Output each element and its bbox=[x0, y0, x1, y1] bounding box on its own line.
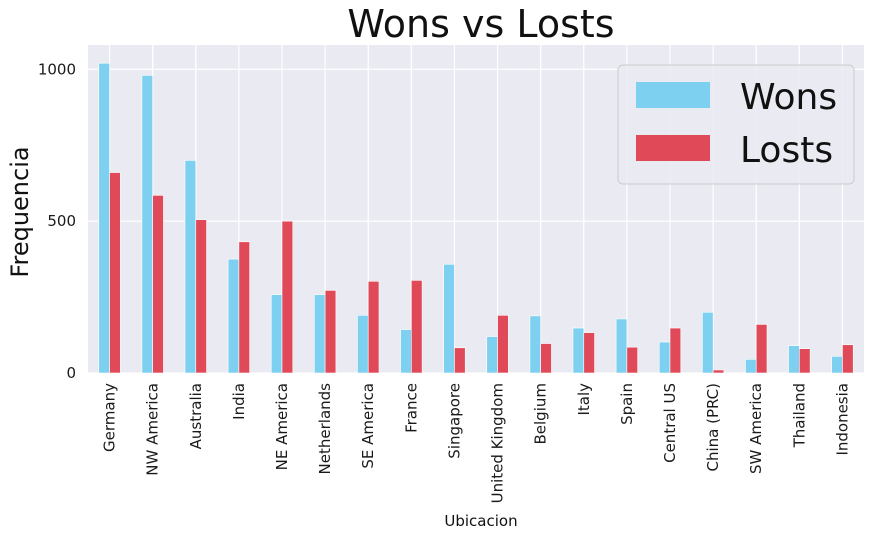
bar-losts-indonesia bbox=[842, 344, 854, 374]
x-tick-label-belgium: Belgium bbox=[532, 383, 550, 445]
bar-losts-central-us bbox=[669, 327, 682, 374]
legend-swatch-losts bbox=[636, 135, 710, 161]
bar-losts-singapore bbox=[454, 347, 466, 374]
bar-wons-sw-america bbox=[745, 359, 757, 374]
bar-losts-germany bbox=[109, 172, 121, 374]
x-tick-label-sw-america: SW America bbox=[747, 383, 765, 474]
x-axis-ticks: Germany NW America Australia India NE Americ… bbox=[101, 383, 852, 504]
x-tick-label-india: India bbox=[230, 383, 248, 420]
bar-losts-china-prc bbox=[712, 369, 725, 374]
chart-title: Wons vs Losts bbox=[347, 2, 614, 46]
bar-losts-thailand bbox=[799, 348, 811, 374]
legend-label-wons: Wons bbox=[740, 77, 837, 118]
bar-wons-thailand bbox=[788, 345, 800, 374]
bar-losts-united-kingdom bbox=[497, 314, 509, 374]
bar-losts-india bbox=[238, 241, 250, 374]
bar-losts-australia bbox=[195, 219, 207, 374]
y-tick-label: 1000 bbox=[38, 60, 76, 78]
bar-wons-spain bbox=[615, 318, 628, 374]
x-tick-label-germany: Germany bbox=[101, 383, 119, 452]
x-tick-label-china-prc: China (PRC) bbox=[704, 383, 722, 472]
bar-losts-france bbox=[411, 280, 423, 374]
x-tick-label-nw-america: NW America bbox=[144, 383, 162, 476]
bar-losts-netherlands bbox=[324, 290, 337, 374]
y-tick-label: 500 bbox=[47, 212, 76, 230]
bar-losts-se-america bbox=[367, 280, 380, 374]
y-tick-label: 0 bbox=[66, 364, 76, 382]
x-tick-label-se-america: SE America bbox=[359, 383, 377, 469]
bar-wons-nw-america bbox=[141, 75, 153, 374]
bar-wons-india bbox=[227, 258, 240, 374]
legend-label-losts: Losts bbox=[740, 130, 833, 171]
bar-losts-ne-america bbox=[281, 220, 294, 374]
y-axis-ticks: 0 500 1000 bbox=[38, 60, 76, 382]
legend-swatch-wons bbox=[636, 82, 710, 108]
x-tick-label-singapore: Singapore bbox=[445, 383, 463, 459]
bar-losts-sw-america bbox=[755, 324, 768, 374]
x-tick-label-netherlands: Netherlands bbox=[316, 383, 334, 475]
bars bbox=[98, 62, 854, 374]
x-axis-label: Ubicacion bbox=[444, 512, 517, 530]
x-tick-label-italy: Italy bbox=[575, 383, 593, 416]
bar-wons-united-kingdom bbox=[486, 336, 498, 374]
bar-wons-germany bbox=[98, 62, 110, 374]
bar-losts-spain bbox=[626, 346, 638, 374]
bar-wons-indonesia bbox=[831, 355, 843, 374]
bar-wons-ne-america bbox=[270, 294, 283, 374]
bar-wons-china-prc bbox=[702, 311, 714, 374]
y-axis-label: Frequencia bbox=[6, 146, 34, 277]
bar-losts-italy bbox=[583, 332, 595, 374]
bar-wons-se-america bbox=[357, 314, 369, 374]
x-tick-label-thailand: Thailand bbox=[790, 383, 808, 448]
x-tick-label-indonesia: Indonesia bbox=[833, 383, 851, 456]
x-tick-label-australia: Australia bbox=[187, 383, 205, 449]
bar-wons-france bbox=[400, 329, 412, 374]
bar-wons-australia bbox=[184, 160, 197, 374]
x-tick-label-united-kingdom: United Kingdom bbox=[489, 383, 507, 503]
bar-wons-italy bbox=[572, 327, 585, 374]
x-tick-label-france: France bbox=[402, 383, 420, 433]
bar-wons-netherlands bbox=[314, 294, 326, 374]
bar-losts-nw-america bbox=[152, 195, 164, 374]
bar-wons-singapore bbox=[443, 263, 455, 374]
x-tick-label-ne-america: NE America bbox=[273, 383, 291, 470]
legend: Wons Losts bbox=[617, 64, 855, 185]
x-tick-label-spain: Spain bbox=[618, 383, 636, 425]
bar-wons-belgium bbox=[529, 315, 541, 374]
bar-wons-central-us bbox=[658, 341, 671, 374]
bar-losts-belgium bbox=[540, 343, 552, 374]
x-tick-label-central-us: Central US bbox=[661, 383, 679, 463]
